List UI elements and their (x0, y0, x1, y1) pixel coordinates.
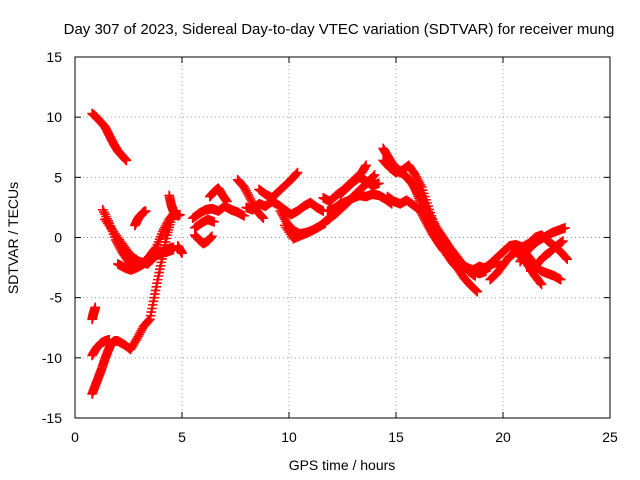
data-point (361, 160, 371, 171)
series-track-j (172, 241, 187, 258)
series-track-p (241, 196, 329, 220)
data-point (209, 217, 219, 227)
plot-frame (74, 56, 611, 419)
data-point (557, 237, 567, 247)
chart-title: Day 307 of 2023, Sidereal Day-to-day VTE… (64, 21, 615, 38)
y-tick-label: 10 (46, 109, 62, 125)
y-tick-label: -5 (50, 290, 63, 306)
series-track-af (526, 236, 568, 276)
series-track-k (187, 201, 249, 224)
series-track-h (130, 206, 151, 231)
x-tick-label: 15 (388, 429, 404, 445)
series-track-ae (515, 223, 570, 267)
x-tick-label: 5 (178, 429, 186, 445)
data-point (222, 196, 232, 207)
series-track-f (100, 214, 179, 269)
data-point (258, 213, 269, 224)
data-point (239, 211, 249, 221)
data-point (536, 279, 547, 290)
y-tick-label: 5 (54, 169, 62, 185)
data-point (368, 171, 379, 181)
data-point (555, 274, 566, 285)
series-track-c (87, 206, 181, 399)
data-point (207, 231, 217, 242)
data-point (472, 286, 483, 297)
data-point (374, 178, 384, 189)
series-track-m (190, 230, 217, 249)
series-track-n (205, 183, 232, 207)
y-axis-label: SDTVAR / TECUs (5, 182, 21, 294)
y-tick-label: -10 (42, 350, 62, 366)
data-point (104, 334, 115, 345)
series-track-v (324, 170, 380, 224)
series-track-a (87, 108, 132, 166)
series-track-s (279, 214, 333, 244)
data-point (175, 209, 185, 220)
series-track-g (113, 206, 181, 275)
data-point (535, 278, 546, 288)
series-track-aa (378, 155, 491, 279)
data-point (177, 248, 187, 258)
series-track-q (254, 167, 303, 203)
data-point (558, 236, 568, 246)
data-point (144, 315, 154, 326)
data-points (87, 108, 572, 399)
series-track-d (87, 334, 115, 361)
grid (75, 57, 610, 418)
data-point (471, 285, 482, 296)
series-track-w (335, 172, 384, 199)
data-point (369, 170, 380, 180)
data-point (257, 212, 268, 222)
x-axis-label: GPS time / hours (289, 457, 396, 473)
y-tick-label: 0 (54, 230, 62, 246)
y-tick-label: -15 (42, 410, 62, 426)
data-point (90, 302, 101, 313)
x-tick-label: 10 (281, 429, 297, 445)
x-tick-label: 25 (602, 429, 618, 445)
data-point (560, 223, 570, 233)
data-point (562, 254, 572, 264)
data-point (292, 167, 303, 178)
y-tick-labels: -15 -10 -5 0 5 10 15 (42, 49, 62, 426)
data-point (561, 253, 571, 263)
series-track-z (382, 191, 483, 297)
series-track-x (378, 143, 504, 275)
y-tick-label: 15 (46, 49, 62, 65)
data-point (291, 168, 302, 179)
data-point (140, 206, 151, 216)
x-tick-label: 0 (71, 429, 79, 445)
series-track-l (190, 214, 219, 233)
x-tick-label: 20 (495, 429, 511, 445)
x-tick-labels: 0 5 10 15 20 25 (71, 429, 618, 445)
series-track-b (87, 302, 101, 325)
series-track-i (164, 190, 185, 221)
data-point (121, 155, 132, 166)
